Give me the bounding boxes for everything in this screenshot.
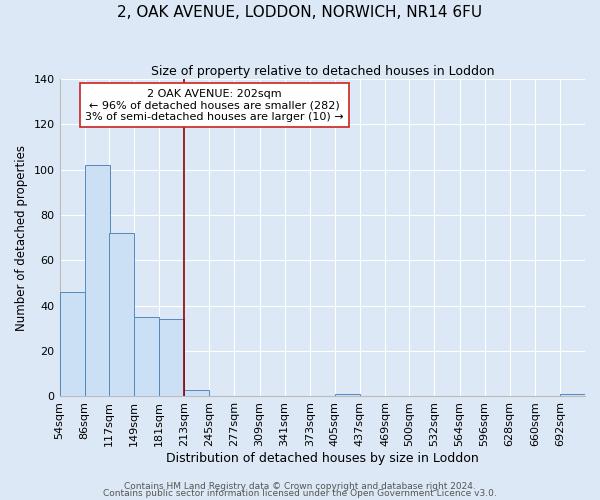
- Bar: [85, 166, 110, 396]
- Text: 2 OAK AVENUE: 202sqm
← 96% of detached houses are smaller (282)
3% of semi-detac: 2 OAK AVENUE: 202sqm ← 96% of detached h…: [85, 88, 344, 122]
- Title: Size of property relative to detached houses in Loddon: Size of property relative to detached ho…: [151, 65, 494, 78]
- Bar: [134, 317, 159, 396]
- Bar: [109, 234, 134, 396]
- Text: 2, OAK AVENUE, LODDON, NORWICH, NR14 6FU: 2, OAK AVENUE, LODDON, NORWICH, NR14 6FU: [118, 5, 482, 20]
- Y-axis label: Number of detached properties: Number of detached properties: [15, 145, 28, 331]
- X-axis label: Distribution of detached houses by size in Loddon: Distribution of detached houses by size …: [166, 452, 479, 465]
- Text: Contains HM Land Registry data © Crown copyright and database right 2024.: Contains HM Land Registry data © Crown c…: [124, 482, 476, 491]
- Text: Contains public sector information licensed under the Open Government Licence v3: Contains public sector information licen…: [103, 490, 497, 498]
- Bar: [335, 394, 360, 396]
- Bar: [159, 320, 184, 396]
- Bar: [560, 394, 585, 396]
- Bar: [59, 292, 85, 397]
- Bar: [184, 390, 209, 396]
